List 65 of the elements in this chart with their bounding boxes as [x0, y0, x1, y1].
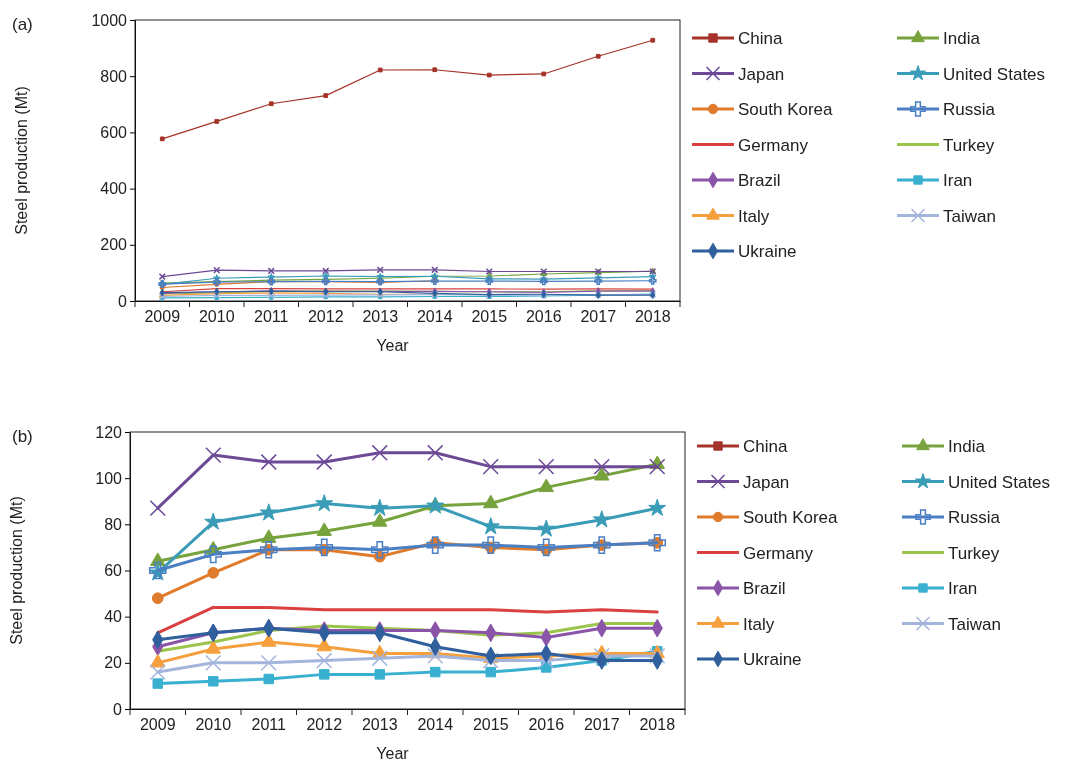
- x-tick-label: 2018: [634, 308, 671, 326]
- legend-label: Brazil: [743, 579, 786, 598]
- x-tick-label: 2013: [361, 716, 398, 734]
- y-axis-title: Steel production (Mt): [8, 496, 25, 645]
- legend-label: Japan: [743, 472, 790, 492]
- legend-label: South Korea: [743, 508, 839, 527]
- legend-label: Japan: [738, 64, 785, 84]
- x-tick-label: 2015: [471, 308, 508, 326]
- x-tick-label: 2016: [525, 308, 562, 326]
- legend-label: India: [943, 29, 981, 48]
- legend-label: United States: [943, 64, 1046, 84]
- y-tick-label: 60: [104, 562, 123, 580]
- x-tick-label: 2017: [583, 716, 620, 734]
- y-tick-label: 600: [100, 124, 128, 142]
- x-tick-label: 2012: [307, 308, 344, 326]
- x-tick-label: 2010: [195, 716, 232, 734]
- y-tick-label: 100: [95, 469, 123, 487]
- legend-label: Russia: [948, 508, 1001, 527]
- y-tick-label: 400: [100, 180, 128, 198]
- x-tick-label: 2017: [580, 308, 617, 326]
- legend-label: India: [948, 437, 986, 456]
- legend-label: China: [738, 29, 783, 48]
- y-tick-label: 40: [104, 608, 123, 626]
- legend-label: Ukraine: [743, 650, 802, 669]
- y-tick-label: 0: [113, 700, 123, 718]
- y-tick-label: 120: [95, 423, 123, 441]
- x-tick-label: 2016: [528, 716, 565, 734]
- legend-label: Iran: [943, 171, 973, 190]
- legend-label: Turkey: [943, 135, 995, 155]
- y-tick-label: 800: [100, 67, 128, 85]
- x-tick-label: 2009: [139, 716, 176, 734]
- legend-label: Italy: [743, 614, 775, 634]
- x-tick-label: 2012: [306, 716, 343, 734]
- legend-label: Brazil: [738, 171, 781, 190]
- x-tick-label: 2015: [472, 716, 509, 734]
- x-tick-label: 2009: [144, 308, 181, 326]
- legend-label: United States: [948, 472, 1051, 492]
- x-tick-label: 2011: [251, 716, 287, 734]
- legend-label: Germany: [743, 543, 814, 563]
- x-tick-label: 2014: [417, 716, 454, 734]
- legend-label: Taiwan: [948, 614, 1001, 634]
- y-tick-label: 1000: [91, 11, 128, 29]
- chart-title: (b): [12, 427, 33, 446]
- legend-label: Iran: [948, 579, 978, 598]
- legend-label: Russia: [943, 100, 996, 119]
- x-tick-label: 2013: [362, 308, 399, 326]
- legend-label: Ukraine: [738, 242, 797, 261]
- y-tick-label: 0: [118, 292, 128, 310]
- chart-title: (a): [12, 15, 33, 34]
- legend-label: Taiwan: [943, 206, 996, 226]
- x-tick-label: 2014: [416, 308, 453, 326]
- legend-label: South Korea: [738, 100, 834, 119]
- legend-label: China: [743, 437, 788, 456]
- y-tick-label: 20: [104, 654, 123, 672]
- x-axis-title: Year: [376, 337, 410, 354]
- y-tick-label: 80: [104, 515, 123, 533]
- y-axis-title: Steel production (Mt): [13, 86, 30, 235]
- x-tick-label: 2010: [198, 308, 235, 326]
- x-axis-title: Year: [376, 745, 410, 762]
- x-tick-label: 2018: [639, 716, 676, 734]
- legend-label: Germany: [738, 135, 809, 155]
- legend-label: Turkey: [948, 543, 1000, 563]
- x-tick-label: 2011: [254, 308, 289, 326]
- y-tick-label: 200: [100, 236, 128, 254]
- legend-label: Italy: [738, 206, 770, 226]
